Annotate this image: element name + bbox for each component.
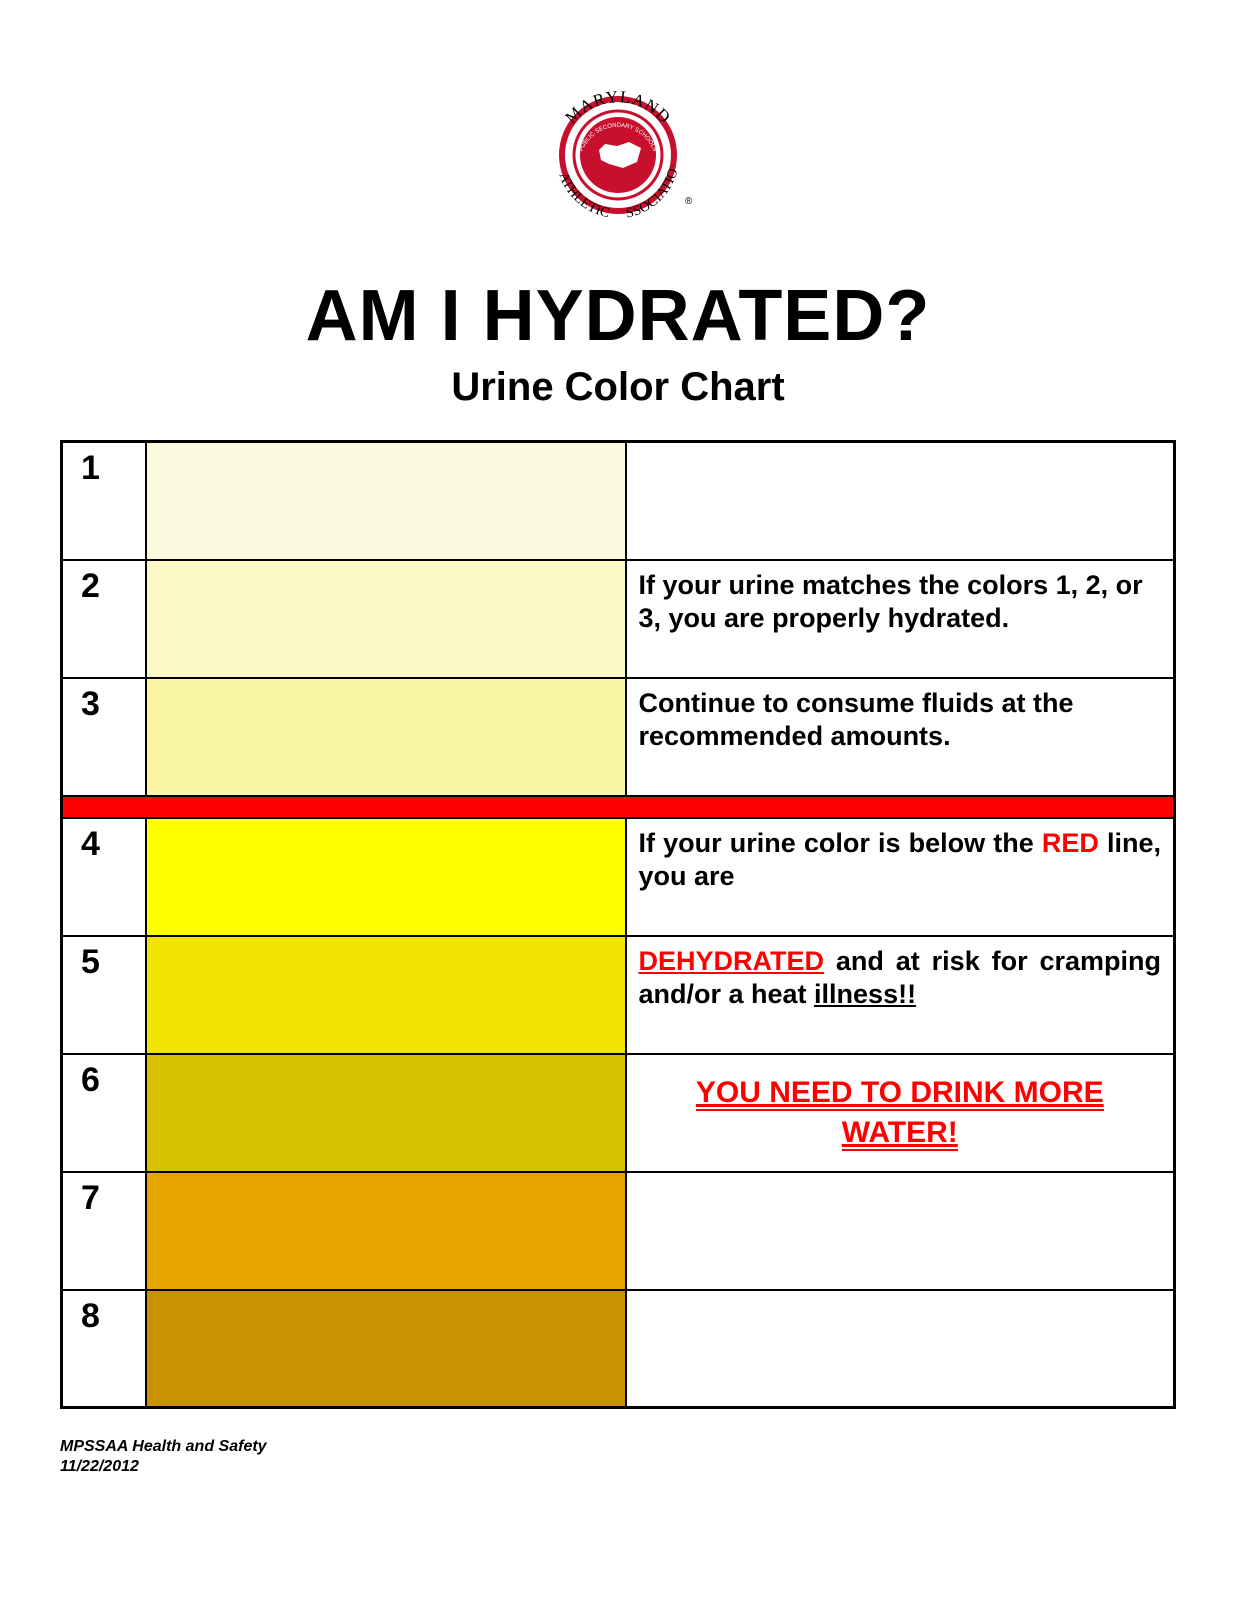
- color-chart-table: 12 If your urine matches the colors 1, 2,…: [60, 440, 1176, 1409]
- color-swatch: [146, 936, 626, 1054]
- color-swatch: [146, 818, 626, 936]
- table-cell: If your urine matches the colors 1, 2, o…: [626, 560, 1175, 678]
- color-swatch: [146, 442, 626, 560]
- color-swatch: [146, 1054, 626, 1172]
- desc-below-red: If your urine color is below the RED lin…: [639, 827, 1162, 895]
- row-num: 5: [62, 936, 146, 1054]
- red-divider: [62, 796, 1175, 818]
- table-cell: [626, 1290, 1175, 1408]
- footer: MPSSAA Health and Safety 11/22/2012: [60, 1437, 1176, 1477]
- color-swatch: [146, 560, 626, 678]
- table-cell: If your urine color is below the RED lin…: [626, 818, 1175, 936]
- desc-hydrated: If your urine matches the colors 1, 2, o…: [639, 569, 1162, 637]
- svg-text:®: ®: [685, 196, 693, 207]
- color-swatch: [146, 678, 626, 796]
- footer-org: MPSSAA Health and Safety: [60, 1437, 1176, 1457]
- row-num: 4: [62, 818, 146, 936]
- row-num: 3: [62, 678, 146, 796]
- mpssaa-logo-icon: MARYLAND ATHLETIC ASSOCIATION PUBLIC SEC…: [533, 70, 703, 240]
- row-num: 2: [62, 560, 146, 678]
- row-num: 8: [62, 1290, 146, 1408]
- table-cell: [626, 1172, 1175, 1290]
- row-num: 1: [62, 442, 146, 560]
- footer-date: 11/22/2012: [60, 1457, 1176, 1477]
- row-num: 6: [62, 1054, 146, 1172]
- color-swatch: [146, 1290, 626, 1408]
- page-title: AM I HYDRATED?: [60, 275, 1176, 357]
- table-cell: YOU NEED TO DRINK MORE WATER!: [626, 1054, 1175, 1172]
- table-cell: Continue to consume fluids at the recomm…: [626, 678, 1175, 796]
- color-swatch: [146, 1172, 626, 1290]
- desc-dehydrated: DEHYDRATED and at risk for cramping and/…: [639, 945, 1162, 1013]
- table-cell: DEHYDRATED and at risk for cramping and/…: [626, 936, 1175, 1054]
- desc-cell: [626, 442, 1175, 560]
- desc-drink-more: YOU NEED TO DRINK MORE WATER!: [639, 1063, 1162, 1154]
- logo-container: MARYLAND ATHLETIC ASSOCIATION PUBLIC SEC…: [60, 70, 1176, 245]
- desc-continue: Continue to consume fluids at the recomm…: [639, 687, 1162, 755]
- page-subtitle: Urine Color Chart: [60, 365, 1176, 410]
- row-num: 7: [62, 1172, 146, 1290]
